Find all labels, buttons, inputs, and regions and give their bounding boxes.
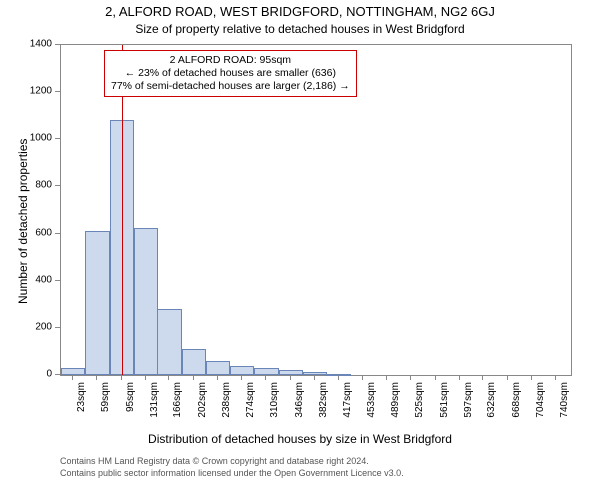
histogram-bar [61,368,85,375]
x-tick-mark [241,375,242,380]
x-tick-mark [338,375,339,380]
x-tick-label: 166sqm [172,382,183,418]
x-tick-mark [193,375,194,380]
x-tick-mark [410,375,411,380]
y-tick-mark [55,185,60,186]
x-tick-label: 274sqm [245,382,256,418]
y-tick-mark [55,44,60,45]
x-tick-label: 632sqm [486,382,497,418]
y-tick-label: 1000 [12,133,52,144]
x-tick-mark [314,375,315,380]
x-tick-label: 417sqm [342,382,353,418]
y-tick-mark [55,233,60,234]
x-tick-label: 310sqm [269,382,280,418]
footer-text: Contains HM Land Registry data © Crown c… [60,456,404,479]
x-tick-label: 382sqm [318,382,329,418]
y-tick-label: 1400 [12,39,52,50]
figure-container: 2, ALFORD ROAD, WEST BRIDGFORD, NOTTINGH… [0,0,600,500]
x-tick-label: 597sqm [463,382,474,418]
x-axis-label: Distribution of detached houses by size … [0,432,600,446]
annotation-line-1: 2 ALFORD ROAD: 95sqm [111,54,350,67]
x-tick-mark [435,375,436,380]
x-tick-label: 202sqm [197,382,208,418]
y-tick-label: 400 [12,274,52,285]
annotation-line-3: 77% of semi-detached houses are larger (… [111,80,350,93]
x-tick-label: 23sqm [76,382,87,412]
x-tick-label: 561sqm [439,382,450,418]
histogram-bar [157,309,181,375]
x-tick-label: 238sqm [221,382,232,418]
chart-subtitle: Size of property relative to detached ho… [0,22,600,36]
x-tick-mark [168,375,169,380]
x-tick-mark [507,375,508,380]
x-tick-mark [482,375,483,380]
x-tick-mark [362,375,363,380]
x-tick-label: 95sqm [125,382,136,412]
x-tick-mark [531,375,532,380]
x-tick-mark [121,375,122,380]
histogram-bar [85,231,109,375]
histogram-bar [230,366,254,375]
x-tick-label: 131sqm [149,382,160,418]
histogram-bar [326,374,350,376]
footer-line-1: Contains HM Land Registry data © Crown c… [60,456,404,468]
histogram-bar [254,368,278,375]
x-tick-mark [459,375,460,380]
histogram-bar [134,228,158,375]
chart-title: 2, ALFORD ROAD, WEST BRIDGFORD, NOTTINGH… [0,4,600,19]
histogram-bar [206,361,230,375]
x-tick-label: 346sqm [294,382,305,418]
y-tick-mark [55,91,60,92]
x-tick-label: 489sqm [390,382,401,418]
y-tick-label: 600 [12,227,52,238]
y-tick-label: 0 [12,369,52,380]
histogram-bar [182,349,206,375]
x-tick-mark [265,375,266,380]
y-tick-mark [55,374,60,375]
x-tick-mark [96,375,97,380]
x-tick-label: 740sqm [559,382,570,418]
histogram-bar [303,372,327,375]
x-tick-mark [145,375,146,380]
x-tick-label: 453sqm [366,382,377,418]
footer-line-2: Contains public sector information licen… [60,468,404,480]
y-tick-mark [55,327,60,328]
y-tick-label: 200 [12,321,52,332]
x-tick-label: 59sqm [100,382,111,412]
y-tick-mark [55,280,60,281]
x-tick-label: 668sqm [511,382,522,418]
x-tick-mark [555,375,556,380]
x-tick-mark [72,375,73,380]
x-tick-mark [217,375,218,380]
annotation-box: 2 ALFORD ROAD: 95sqm ← 23% of detached h… [104,50,357,97]
x-tick-mark [290,375,291,380]
x-tick-label: 704sqm [535,382,546,418]
annotation-line-2: ← 23% of detached houses are smaller (63… [111,67,350,80]
x-tick-mark [386,375,387,380]
y-tick-label: 800 [12,180,52,191]
x-tick-label: 525sqm [414,382,425,418]
y-tick-label: 1200 [12,86,52,97]
y-tick-mark [55,138,60,139]
